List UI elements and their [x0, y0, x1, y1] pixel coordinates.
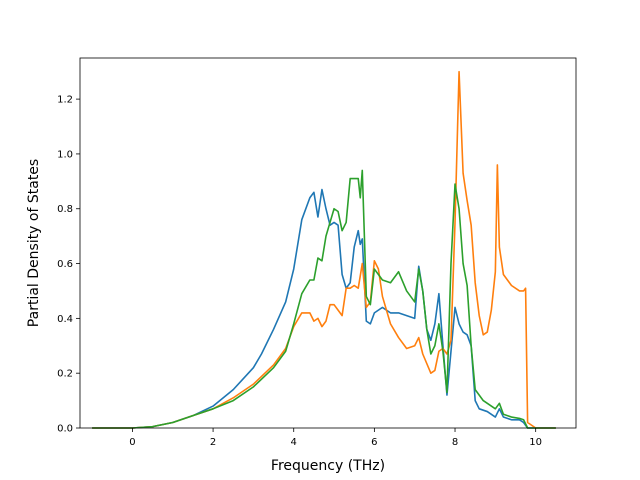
x-axis-ticks: 0 2 4 6 8 10 [129, 428, 542, 448]
y-tick-label: 0.0 [57, 424, 73, 435]
x-tick-label: 0 [129, 437, 135, 448]
x-tick-label: 4 [291, 437, 297, 448]
x-axis-label: Frequency (THz) [271, 458, 385, 474]
y-tick-label: 0.8 [57, 204, 73, 215]
y-axis-label: Partial Density of States [26, 159, 42, 327]
plot-frame [79, 57, 577, 429]
x-tick-label: 6 [371, 437, 377, 448]
y-tick-label: 0.2 [57, 369, 73, 380]
series-layer [92, 70, 556, 429]
x-tick-label: 8 [452, 437, 458, 448]
y-tick-label: 1.2 [57, 95, 73, 106]
plot-background [80, 58, 576, 428]
series-line-1 [92, 188, 556, 429]
y-axis-ticks: 0.0 0.2 0.4 0.6 0.8 1.0 1.2 [57, 95, 80, 435]
y-tick-label: 0.6 [57, 259, 73, 270]
y-tick-label: 0.4 [57, 314, 73, 325]
series-line-2 [92, 70, 556, 429]
x-tick-label: 10 [529, 437, 542, 448]
y-tick-label: 1.0 [57, 149, 73, 160]
x-tick-label: 2 [210, 437, 216, 448]
series-line-3 [92, 169, 556, 429]
